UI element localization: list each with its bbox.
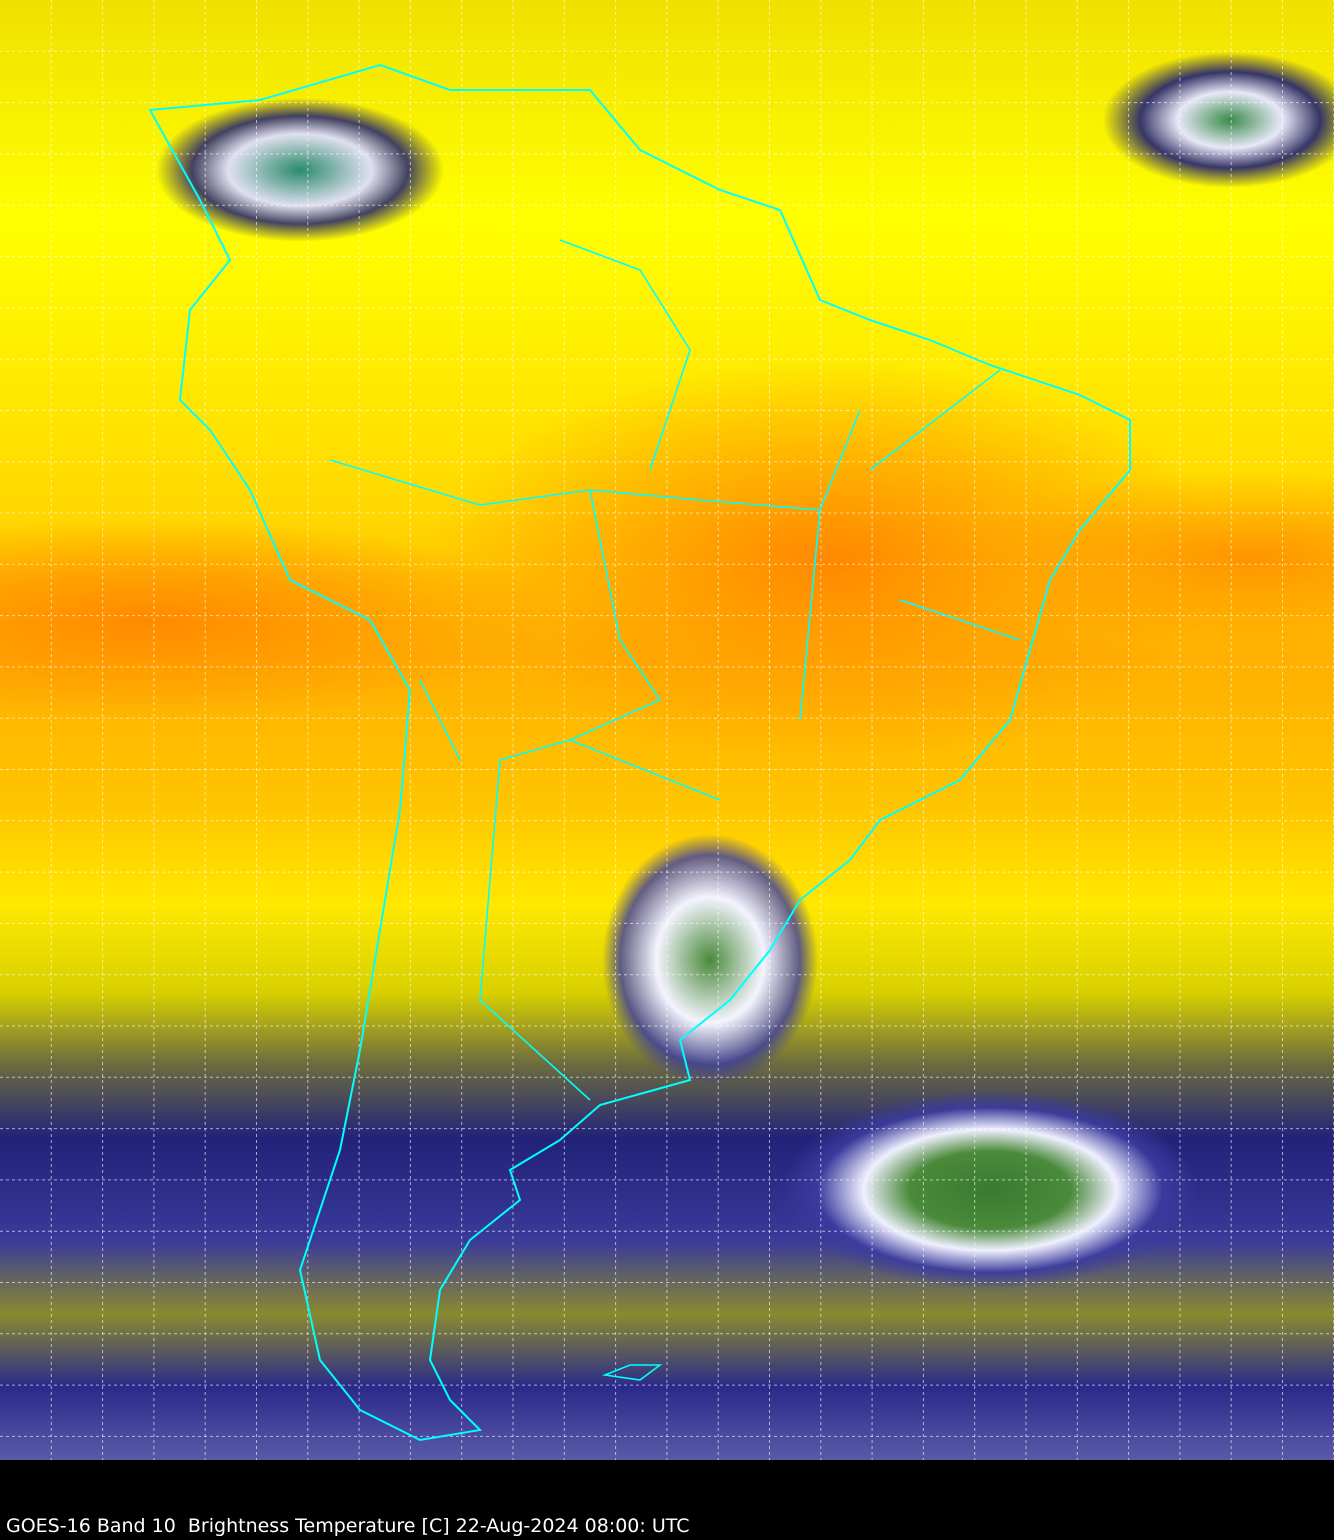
map-caption: GOES-16 Band 10 Brightness Temperature [… — [6, 1515, 690, 1537]
continent-boundary — [148, 63, 1131, 1442]
country-borders — [329, 239, 1021, 1101]
lat-lon-grid — [0, 0, 1334, 1460]
map-overlay — [0, 0, 1334, 1460]
falkland-islands — [601, 1364, 663, 1381]
